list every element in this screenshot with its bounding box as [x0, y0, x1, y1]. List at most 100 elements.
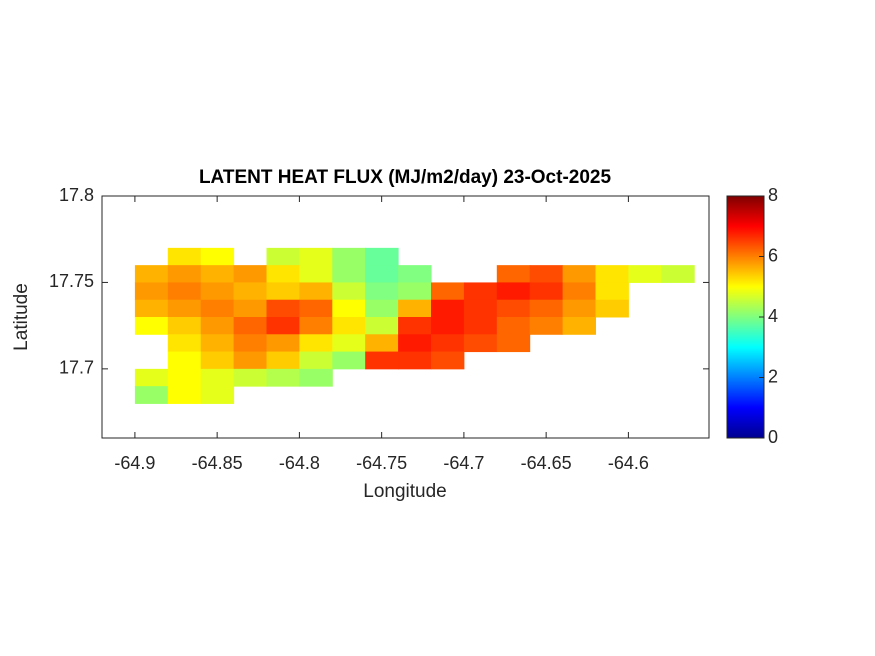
heat-cell	[595, 282, 629, 301]
heat-cell	[365, 282, 399, 301]
heat-cell	[332, 317, 366, 335]
heat-cell	[233, 368, 267, 387]
heat-cell	[266, 299, 300, 318]
heat-cell	[430, 317, 465, 335]
heat-cell	[167, 247, 202, 266]
heat-cell	[496, 282, 531, 301]
heat-cell	[299, 368, 333, 387]
heat-cell	[398, 351, 432, 370]
heat-cell	[233, 265, 267, 283]
x-tick-label: -64.9	[114, 453, 155, 473]
heat-cell	[299, 299, 333, 318]
x-tick-label: -64.7	[443, 453, 484, 473]
heat-cell	[365, 247, 399, 266]
colorbar-tick-label: 0	[768, 427, 778, 447]
heat-cell	[529, 317, 564, 335]
heat-cell	[430, 334, 465, 353]
heat-cell	[365, 351, 399, 370]
heat-cell	[200, 265, 235, 283]
heat-cell	[365, 265, 399, 283]
heat-cell	[134, 265, 169, 283]
heat-cell	[266, 265, 300, 283]
heat-cell	[299, 334, 333, 353]
x-tick-label: -64.6	[608, 453, 649, 473]
heat-cell	[365, 334, 399, 353]
heat-cell	[266, 282, 300, 301]
heat-cell	[332, 351, 366, 370]
heat-cell	[628, 265, 662, 283]
heat-cell	[496, 334, 531, 353]
heat-cell	[134, 368, 169, 387]
heat-cell	[496, 299, 531, 318]
heat-cell	[167, 351, 202, 370]
colorbar-tick-label: 6	[768, 245, 778, 265]
heat-cell	[233, 317, 267, 335]
heat-cell	[299, 247, 333, 266]
heat-cell	[233, 351, 267, 370]
heat-cell	[430, 299, 465, 318]
heat-cell	[266, 351, 300, 370]
heat-cell	[266, 334, 300, 353]
colorbar	[726, 195, 765, 439]
heat-cell	[266, 368, 300, 387]
heat-cell	[167, 265, 202, 283]
heat-cell	[661, 265, 695, 283]
heat-cell	[595, 265, 629, 283]
heat-cell	[529, 265, 564, 283]
heat-cell	[562, 282, 596, 301]
heat-cell	[200, 368, 235, 387]
heat-cell	[332, 299, 366, 318]
heat-cell	[299, 265, 333, 283]
heat-cell	[200, 334, 235, 353]
heat-cell	[332, 334, 366, 353]
raster	[134, 247, 695, 404]
heat-cell	[562, 265, 596, 283]
heat-cell	[299, 282, 333, 301]
heat-cell	[266, 317, 300, 335]
heat-cell	[595, 299, 629, 318]
heat-cell	[562, 317, 596, 335]
heat-cell	[233, 282, 267, 301]
heat-cell	[167, 334, 202, 353]
heat-cell	[200, 351, 235, 370]
heat-cell	[134, 386, 169, 404]
heat-cell	[496, 265, 531, 283]
x-tick-label: -64.85	[192, 453, 243, 473]
heat-cell	[496, 317, 531, 335]
heat-cell	[529, 282, 564, 301]
y-tick-label: 17.8	[59, 185, 94, 205]
heat-cell	[167, 317, 202, 335]
chart-title: LATENT HEAT FLUX (MJ/m2/day) 23-Oct-2025	[199, 167, 612, 188]
heat-cell	[398, 265, 432, 283]
heat-cell	[266, 247, 300, 266]
axes-box	[101, 195, 710, 439]
heat-cell	[398, 282, 432, 301]
heat-cell	[332, 247, 366, 266]
heat-cell	[463, 334, 498, 353]
heat-cell	[134, 299, 169, 318]
heat-cell	[398, 317, 432, 335]
heat-cell	[365, 299, 399, 318]
heat-cell	[463, 317, 498, 335]
heat-cell	[134, 282, 169, 301]
heat-cell	[365, 317, 399, 335]
heat-cell	[167, 282, 202, 301]
heat-cell	[167, 299, 202, 318]
heat-cell	[299, 317, 333, 335]
heat-cell	[332, 282, 366, 301]
heat-cell	[332, 265, 366, 283]
heat-cell	[398, 334, 432, 353]
x-tick-label: -64.8	[279, 453, 320, 473]
y-tick-label: 17.75	[49, 271, 94, 291]
heat-cell	[233, 334, 267, 353]
heat-cell	[430, 351, 465, 370]
heat-cell	[430, 282, 465, 301]
x-axis-label: Longitude	[363, 481, 446, 502]
heat-cell	[134, 317, 169, 335]
heat-cell	[200, 299, 235, 318]
y-axis-label: Latitude	[11, 283, 32, 351]
x-tick-label: -64.65	[521, 453, 572, 473]
heat-cell	[233, 299, 267, 318]
heat-cell	[167, 386, 202, 404]
